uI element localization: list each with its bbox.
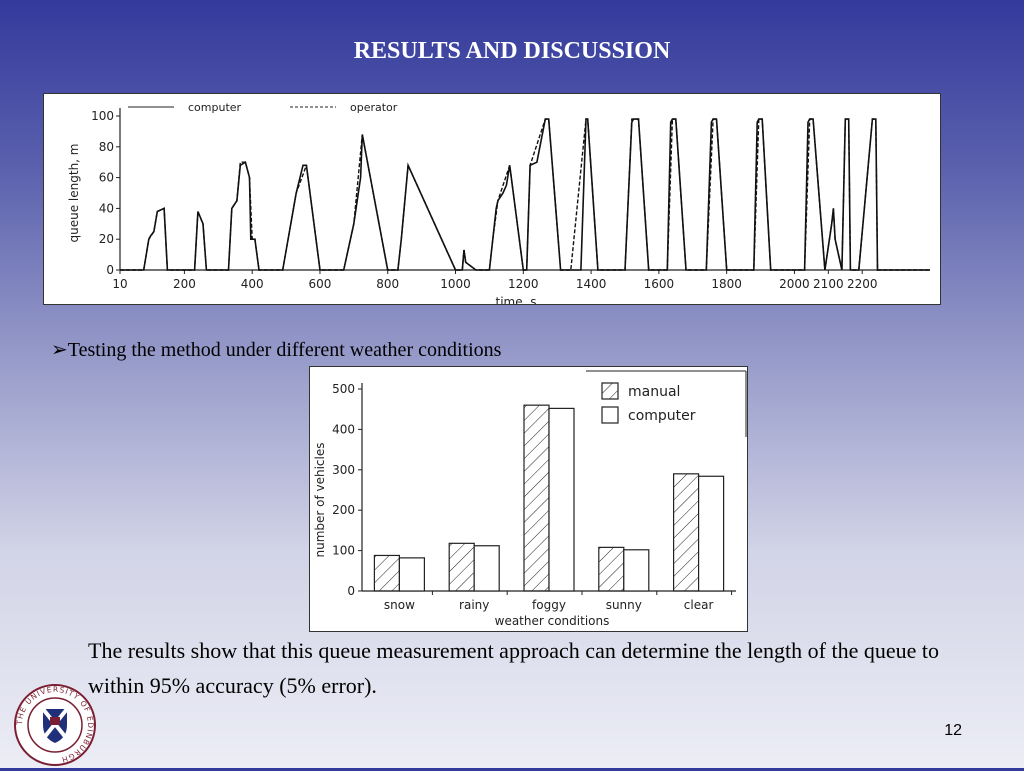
legend-swatch-manual <box>601 382 619 400</box>
x-axis-label: time, s <box>496 295 537 304</box>
bar-computer-rainy <box>473 545 500 592</box>
x-tick-label: 2100 <box>813 277 844 291</box>
page-number: 12 <box>944 722 962 739</box>
x-tick-label: 10 <box>112 277 127 291</box>
x-tick-label: clear <box>684 598 714 612</box>
university-crest-icon: THE UNIVERSITY OF EDINBURGH <box>14 684 96 766</box>
conclusion-text: The results show that this queue measure… <box>88 638 939 698</box>
bar-computer-clear <box>698 475 725 592</box>
x-tick-label: 2200 <box>847 277 878 291</box>
legend-label-manual: manual <box>628 384 680 400</box>
queue-length-chart: 0 20 40 60 80 100 10 200 400 600 800 1000 1200 1400 16… <box>67 101 930 309</box>
legend-label-operator: operator <box>350 101 398 114</box>
y-tick-label: 20 <box>99 232 114 246</box>
y-tick-label: 100 <box>332 544 355 558</box>
bar-manual-snow <box>373 554 401 592</box>
x-tick-label: 1400 <box>576 277 607 291</box>
legend-swatch-computer <box>601 406 619 424</box>
bar-manual-rainy <box>448 542 475 592</box>
y-tick-label: 0 <box>347 584 355 598</box>
chart2-legend: manual computer <box>586 370 747 437</box>
y-tick-label: 40 <box>99 201 114 215</box>
y-axis-label: number of vehicles <box>313 442 327 557</box>
series-line-operator <box>120 118 930 271</box>
bar-manual-sunny <box>598 546 625 592</box>
x-tick-label: 1600 <box>644 277 675 291</box>
bullet-point: ➢Testing the method under different weat… <box>51 337 501 362</box>
legend-label-computer: computer <box>628 408 696 424</box>
y-tick-label: 80 <box>99 140 114 154</box>
x-tick-label: 400 <box>241 277 264 291</box>
bar-computer-foggy <box>548 407 575 592</box>
university-logo: THE UNIVERSITY OF EDINBURGH <box>12 684 98 766</box>
x-tick-label: 1000 <box>440 277 471 291</box>
x-tick-label: 1800 <box>711 277 742 291</box>
legend-label-computer: computer <box>188 101 242 114</box>
y-tick-label: 0 <box>106 263 114 277</box>
y-axis-label: queue length, m <box>67 144 81 243</box>
bar-computer-sunny <box>623 549 650 592</box>
x-tick-label: 800 <box>376 277 399 291</box>
y-tick-label: 60 <box>99 171 114 185</box>
bar-computer-snow <box>398 557 426 592</box>
y-tick-label: 400 <box>332 422 355 436</box>
x-tick-label: foggy <box>532 598 566 612</box>
queue-length-figure: 0 20 40 60 80 100 10 200 400 600 800 1000 1200 1400 16… <box>43 93 941 309</box>
weather-figure: 0 100 200 300 400 500 number of vehicles weathe… <box>309 366 748 632</box>
x-axis-label: weather conditions <box>495 614 610 628</box>
y-tick-label: 500 <box>332 382 355 396</box>
y-tick-label: 100 <box>91 109 114 123</box>
x-tick-label: 200 <box>173 277 196 291</box>
bullet-text: Testing the method under different weath… <box>67 339 502 361</box>
bullet-arrow-icon: ➢ <box>51 339 68 361</box>
weather-bar-chart: 0 100 200 300 400 500 number of vehicles weathe… <box>313 370 747 628</box>
chart1-legend: computer operator <box>128 101 398 114</box>
x-tick-label: rainy <box>459 598 489 612</box>
bar-manual-clear <box>673 473 700 592</box>
y-tick-label: 300 <box>332 463 355 477</box>
x-tick-label: sunny <box>606 598 642 612</box>
y-tick-label: 200 <box>332 503 355 517</box>
bar-manual-foggy <box>523 404 550 592</box>
x-tick-label: 2000 <box>779 277 810 291</box>
x-tick-label: 1200 <box>508 277 539 291</box>
x-tick-label: 600 <box>309 277 332 291</box>
x-tick-label: snow <box>384 598 415 612</box>
slide-title: RESULTS AND DISCUSSION <box>353 38 671 64</box>
